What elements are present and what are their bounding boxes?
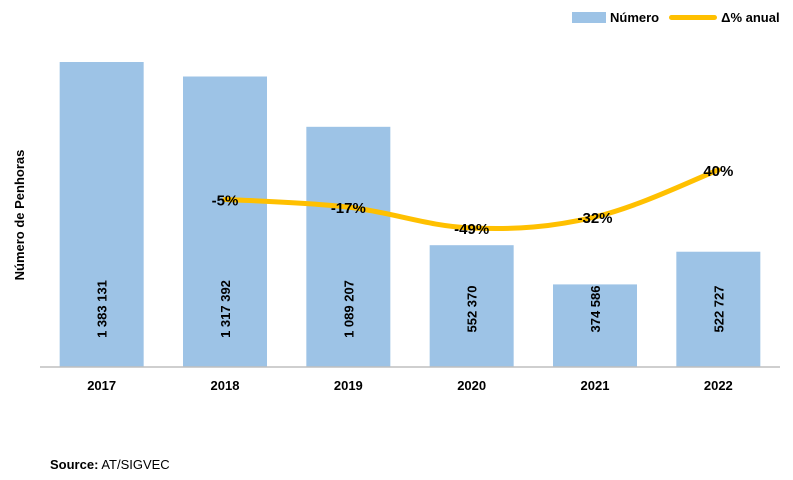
line-group: -5% -17% -49% -32% 40% <box>212 163 734 238</box>
y-axis-label: Número de Penhoras <box>12 150 27 281</box>
line-value-label-2019: -17% <box>331 200 366 217</box>
source-note: Source: AT/SIGVEC <box>50 457 170 472</box>
bar-2019 <box>306 126 391 367</box>
x-tick-label-2020: 2020 <box>457 378 486 393</box>
source-label: Source: <box>50 457 99 472</box>
line-value-label-2018: -5% <box>212 192 239 209</box>
x-tick-label-2017: 2017 <box>87 378 116 393</box>
line-value-label-2022: 40% <box>703 163 733 180</box>
bar-2022 <box>676 251 761 367</box>
bar-value-label-2017: 1 383 131 <box>95 280 110 338</box>
bar-value-label-2021: 374 586 <box>588 286 603 333</box>
source-text: AT/SIGVEC <box>101 457 170 472</box>
x-tick-label-2018: 2018 <box>211 378 240 393</box>
bar-2017 <box>59 62 144 367</box>
legend-line-swatch <box>669 15 718 20</box>
x-axis: 2017 2018 2019 2020 2021 2022 <box>40 366 780 393</box>
legend-line-label: Δ% anual <box>721 10 780 25</box>
x-tick-label-2021: 2021 <box>581 378 610 393</box>
line-value-label-2020: -49% <box>454 221 489 238</box>
legend-bar-swatch <box>572 12 606 23</box>
bar-value-label-2020: 552 370 <box>465 286 480 333</box>
bar-2018 <box>183 76 267 367</box>
bars-group: 1 383 131 1 317 392 1 089 207 552 370 374 58… <box>59 62 761 367</box>
x-tick-label-2019: 2019 <box>334 378 363 393</box>
annual-change-line <box>222 167 721 232</box>
bar-value-label-2019: 1 089 207 <box>341 280 356 338</box>
bar-2021 <box>553 284 637 367</box>
legend-bar-label: Número <box>610 10 660 25</box>
line-value-label-2021: -32% <box>577 210 612 227</box>
legend: Número Δ% anual <box>572 10 780 25</box>
bar-value-label-2018: 1 317 392 <box>218 280 233 338</box>
x-tick-label-2022: 2022 <box>704 378 733 393</box>
bar-2020 <box>429 245 514 367</box>
bar-value-label-2022: 522 727 <box>711 286 726 333</box>
